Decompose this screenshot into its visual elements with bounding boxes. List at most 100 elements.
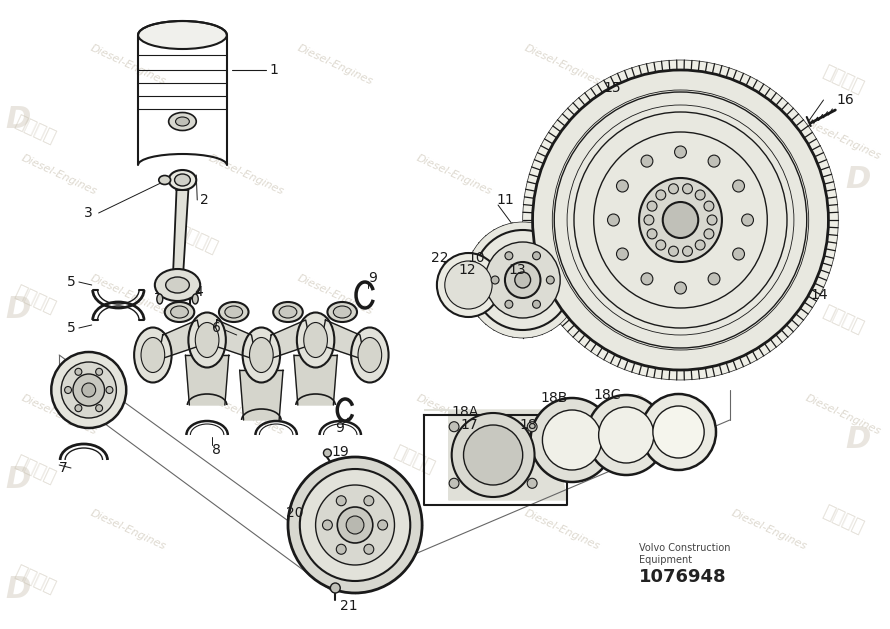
- Circle shape: [505, 262, 540, 298]
- Text: D: D: [5, 465, 30, 494]
- Ellipse shape: [249, 338, 273, 372]
- Text: 7: 7: [59, 461, 68, 475]
- Circle shape: [337, 507, 373, 543]
- Circle shape: [656, 240, 666, 250]
- Circle shape: [683, 184, 692, 194]
- Ellipse shape: [273, 302, 303, 322]
- Ellipse shape: [166, 277, 190, 293]
- Circle shape: [288, 457, 422, 593]
- Circle shape: [675, 282, 686, 294]
- Text: 9: 9: [336, 421, 344, 435]
- Ellipse shape: [168, 170, 197, 190]
- Text: 2: 2: [200, 193, 209, 207]
- Polygon shape: [266, 320, 311, 360]
- Circle shape: [708, 155, 720, 167]
- Text: Diesel-Engines: Diesel-Engines: [20, 153, 99, 197]
- Text: 18A: 18A: [452, 405, 479, 419]
- Circle shape: [732, 248, 745, 260]
- Text: 6: 6: [212, 321, 221, 335]
- Circle shape: [65, 386, 71, 394]
- Ellipse shape: [297, 313, 335, 367]
- Circle shape: [708, 273, 720, 285]
- Circle shape: [695, 240, 705, 250]
- Circle shape: [639, 178, 722, 262]
- Text: 紫发动力: 紫发动力: [12, 453, 58, 487]
- Circle shape: [656, 190, 666, 200]
- Text: 11: 11: [496, 193, 514, 207]
- Ellipse shape: [334, 306, 351, 318]
- Ellipse shape: [165, 302, 194, 322]
- Text: 紫发动力: 紫发动力: [12, 563, 58, 598]
- Text: D: D: [5, 296, 30, 325]
- Circle shape: [364, 544, 374, 554]
- Circle shape: [73, 374, 104, 406]
- Circle shape: [346, 516, 364, 534]
- Polygon shape: [158, 320, 202, 360]
- Circle shape: [663, 202, 699, 238]
- Circle shape: [452, 413, 535, 497]
- Circle shape: [647, 201, 657, 211]
- Ellipse shape: [175, 117, 190, 126]
- Circle shape: [546, 276, 554, 284]
- Ellipse shape: [189, 313, 226, 367]
- Text: 紫发动力: 紫发动力: [391, 443, 438, 477]
- Circle shape: [695, 190, 705, 200]
- Ellipse shape: [192, 294, 198, 304]
- Circle shape: [617, 248, 628, 260]
- Text: Diesel-Engines: Diesel-Engines: [296, 508, 375, 552]
- Ellipse shape: [168, 113, 197, 130]
- Text: 21: 21: [340, 599, 358, 613]
- Circle shape: [668, 184, 678, 194]
- Circle shape: [473, 230, 572, 330]
- Circle shape: [75, 404, 82, 412]
- Text: D: D: [5, 576, 30, 604]
- Text: 10: 10: [467, 251, 485, 265]
- Ellipse shape: [171, 306, 189, 318]
- Polygon shape: [320, 320, 365, 360]
- Circle shape: [300, 469, 410, 581]
- Circle shape: [485, 242, 560, 318]
- Ellipse shape: [351, 328, 389, 382]
- Text: 3: 3: [84, 206, 93, 220]
- Text: 紫发动力: 紫发动力: [12, 283, 58, 317]
- Ellipse shape: [158, 175, 171, 184]
- Ellipse shape: [134, 328, 172, 382]
- Text: Diesel-Engines: Diesel-Engines: [20, 393, 99, 437]
- Text: 19: 19: [331, 445, 349, 459]
- Text: 20: 20: [286, 506, 303, 520]
- Circle shape: [653, 406, 704, 458]
- Ellipse shape: [243, 328, 280, 382]
- Polygon shape: [212, 320, 256, 360]
- Text: 4: 4: [194, 285, 203, 299]
- Circle shape: [449, 478, 459, 488]
- Circle shape: [532, 70, 829, 370]
- Text: 紫发动力: 紫发动力: [12, 113, 58, 147]
- Ellipse shape: [328, 302, 357, 322]
- Circle shape: [322, 520, 332, 530]
- Circle shape: [708, 215, 717, 225]
- Circle shape: [464, 425, 522, 485]
- Text: Diesel-Engines: Diesel-Engines: [414, 393, 493, 437]
- Ellipse shape: [138, 21, 227, 49]
- Ellipse shape: [303, 323, 328, 357]
- Ellipse shape: [155, 269, 200, 301]
- Text: Diesel-Engines: Diesel-Engines: [296, 273, 375, 317]
- Text: 22: 22: [431, 251, 449, 265]
- Text: 14: 14: [811, 288, 829, 302]
- Circle shape: [542, 410, 602, 470]
- Circle shape: [641, 273, 653, 285]
- Text: Diesel-Engines: Diesel-Engines: [730, 508, 809, 552]
- Circle shape: [683, 246, 692, 256]
- Circle shape: [336, 544, 346, 554]
- Text: 紫发动力: 紫发动力: [820, 63, 867, 97]
- Text: 1: 1: [270, 63, 278, 77]
- Circle shape: [465, 222, 580, 338]
- Text: 18C: 18C: [594, 388, 621, 402]
- Ellipse shape: [174, 174, 190, 186]
- Circle shape: [647, 229, 657, 239]
- Text: 紫发动力: 紫发动力: [820, 303, 867, 337]
- Polygon shape: [239, 370, 283, 420]
- Circle shape: [61, 362, 117, 418]
- Text: Diesel-Engines: Diesel-Engines: [522, 508, 602, 552]
- Circle shape: [641, 155, 653, 167]
